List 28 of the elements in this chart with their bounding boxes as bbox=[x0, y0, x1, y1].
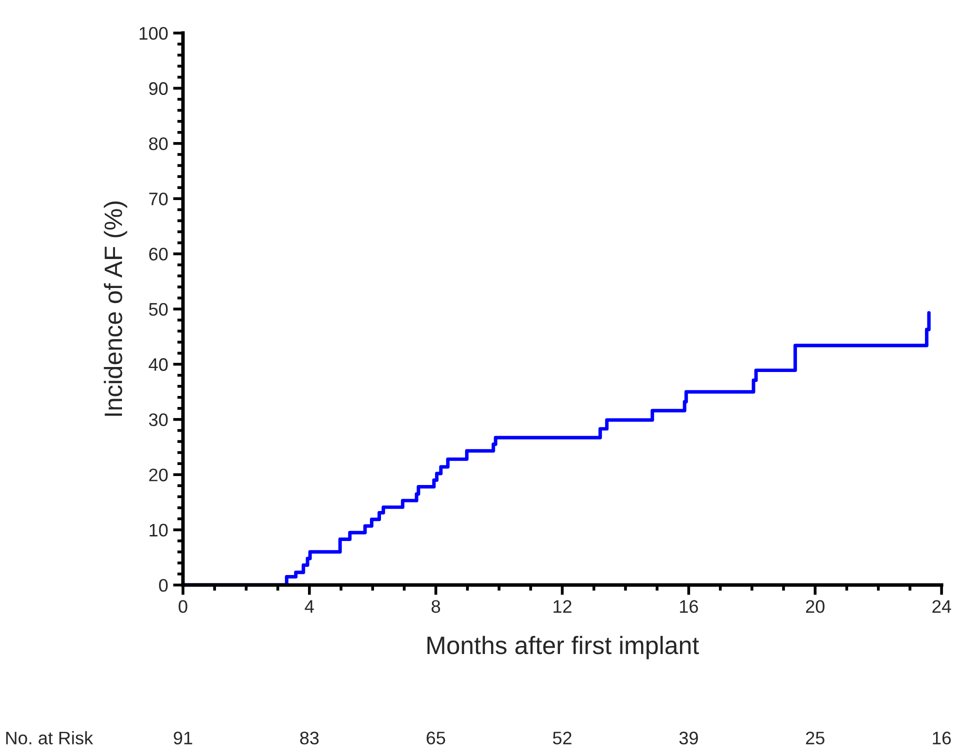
x-tick-label: 16 bbox=[680, 600, 698, 613]
x-tick-label: 24 bbox=[932, 600, 952, 613]
text: No. at Risk bbox=[6, 731, 94, 744]
y-tick-label: 70 bbox=[149, 192, 168, 206]
x-tick-label: 20 bbox=[806, 600, 824, 613]
x-axis-title: Months after first implant bbox=[427, 636, 699, 660]
y-tick-label: 40 bbox=[148, 358, 168, 371]
text: 16 bbox=[932, 732, 951, 744]
text: 39 bbox=[679, 732, 698, 744]
y-tick-label: 90 bbox=[149, 82, 168, 95]
y-tick-label: 50 bbox=[149, 302, 168, 316]
y-tick-label: 30 bbox=[149, 413, 168, 426]
text: 25 bbox=[806, 732, 824, 744]
y-tick-label: 60 bbox=[149, 248, 168, 261]
y-tick-label: 0 bbox=[159, 578, 168, 592]
y-tick-label: 20 bbox=[149, 468, 168, 482]
y-tick-label: 100 bbox=[140, 26, 168, 40]
x-tick-label: 0 bbox=[178, 600, 188, 613]
x-tick-label: 8 bbox=[432, 600, 440, 613]
x-tick-label: 12 bbox=[554, 600, 572, 613]
x-tick-label: 4 bbox=[304, 600, 314, 613]
text: 65 bbox=[426, 732, 446, 744]
y-axis-title: Incidence of AF (%) bbox=[104, 202, 128, 416]
y-tick-label: 80 bbox=[149, 137, 168, 150]
text: 83 bbox=[300, 732, 319, 744]
y-tick-label: 10 bbox=[150, 524, 168, 537]
text: 52 bbox=[552, 732, 572, 744]
text: 91 bbox=[174, 732, 192, 744]
